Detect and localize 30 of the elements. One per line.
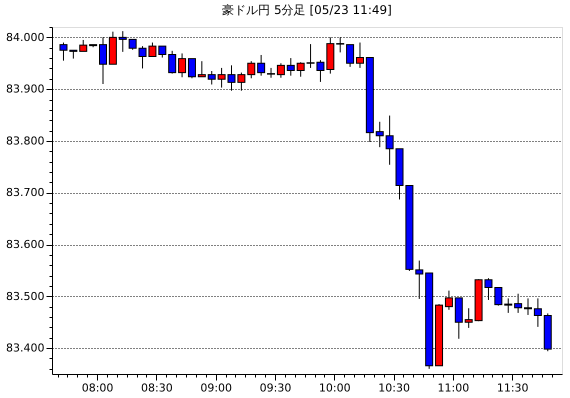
y-tick-label: 83.400 [6,342,44,355]
x-tick-label: 08:30 [141,382,173,394]
y-tick-label: 84.000 [6,30,44,44]
x-tick-label: 10:30 [378,382,410,394]
candlestick [59,42,68,62]
candlestick [148,42,156,58]
candlestick [514,293,522,314]
candlestick [356,42,364,68]
x-tick-label: 08:00 [82,382,114,394]
candlestick [267,67,276,78]
y-tick-label: 83.700 [6,186,44,200]
candlestick [306,44,315,68]
candlestick [138,46,147,69]
chart-title: 豪ドル円 5分足 [05/23 11:49] [222,3,392,17]
candlestick [276,62,285,78]
x-tick-label: 09:30 [260,382,292,394]
x-tick-label: 11:00 [438,382,470,394]
candlestick [524,298,532,316]
candlestick [534,298,542,328]
candlestick [346,44,354,68]
candlestick [178,52,186,78]
y-tick-label: 83.500 [6,290,44,303]
x-tick-label: 11:30 [496,382,529,394]
x-tick-label: 09:00 [200,382,232,394]
candlestick [316,60,324,82]
x-tick-label: 10:00 [318,382,351,394]
candlestick [188,58,196,79]
y-tick-label: 83.600 [6,238,44,252]
y-tick-label: 83.900 [6,82,44,96]
y-tick-label: 83.800 [6,134,44,148]
